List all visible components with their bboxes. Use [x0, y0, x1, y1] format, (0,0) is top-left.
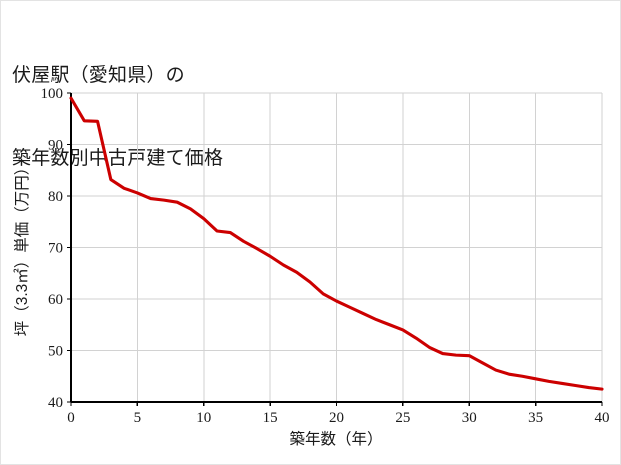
chart-title-line-2: 築年数別中古戸建て価格: [12, 147, 224, 169]
chart-title: 伏屋駅（愛知県）の 築年数別中古戸建て価格: [12, 7, 572, 227]
x-tick-label: 5: [134, 410, 142, 426]
x-tick-label: 20: [329, 410, 344, 426]
data-series-line: [69, 96, 604, 391]
y-axis-title: 坪（3.3㎡）単価（万円）: [13, 160, 31, 337]
chart-title-line-1: 伏屋駅（愛知県）の: [12, 65, 185, 87]
y-tick-labels: 40 50 60 70 80 90 100: [41, 86, 64, 411]
y-tick-label: 100: [41, 86, 64, 102]
x-tick-label: 35: [528, 410, 543, 426]
x-tick-label: 0: [67, 410, 75, 426]
gridlines: [71, 92, 603, 403]
y-tick-label: 50: [48, 344, 63, 360]
axis-tickmarks: [67, 92, 603, 406]
x-tick-label: 10: [196, 410, 211, 426]
y-tick-label: 40: [48, 395, 63, 411]
x-tick-labels: 0 5 10 15 20 25 30 35 40: [67, 410, 609, 426]
x-tick-label: 25: [395, 410, 410, 426]
x-tick-label: 30: [462, 410, 477, 426]
x-tick-label: 40: [595, 410, 610, 426]
x-tick-label: 15: [263, 410, 278, 426]
y-tick-label: 60: [48, 292, 63, 308]
y-tick-label: 70: [48, 241, 63, 257]
x-axis-title: 築年数（年）: [289, 430, 382, 448]
y-tick-label: 80: [48, 189, 63, 205]
y-tick-label: 90: [48, 138, 63, 154]
